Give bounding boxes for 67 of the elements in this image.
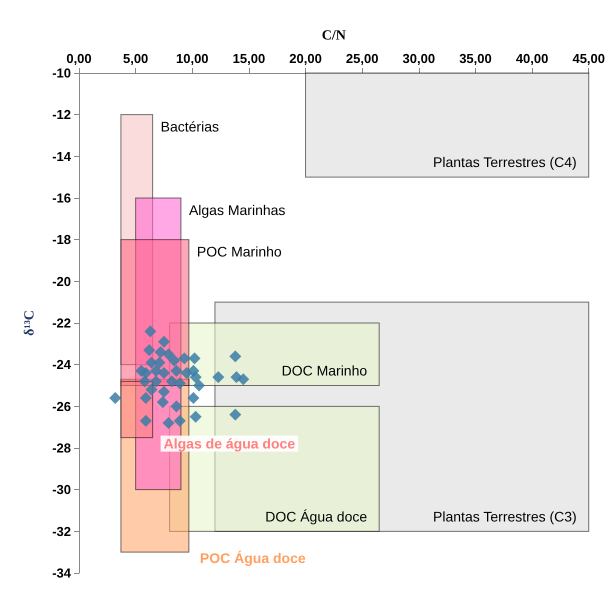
series-label: Algas de água doce: [164, 436, 296, 452]
point: [188, 352, 201, 364]
point: [154, 346, 167, 358]
point: [166, 375, 178, 388]
y-tick-label: -18: [52, 232, 71, 248]
point: [140, 392, 152, 404]
y-tick-label: -28: [52, 440, 71, 456]
series-label: Bactérias: [160, 118, 219, 135]
point: [162, 348, 174, 360]
point: [158, 386, 170, 398]
point: [158, 336, 170, 348]
point: [109, 392, 122, 404]
x-tick-label: 10,00: [176, 51, 209, 66]
point: [212, 371, 224, 384]
point: [150, 375, 162, 388]
y-tick-label: -24: [52, 357, 72, 372]
y-tick-label: -26: [52, 398, 71, 414]
point: [174, 414, 186, 427]
point: [229, 408, 242, 421]
y-tick-label: -34: [52, 566, 72, 580]
x-tick-label: 15,00: [232, 51, 266, 66]
x-tick-label: 20,00: [289, 51, 322, 66]
x-tick-label: 45,00: [572, 51, 606, 66]
point: [170, 364, 182, 377]
point: [138, 375, 151, 388]
series-label: DOC Água doce: [265, 508, 368, 524]
point: [158, 367, 170, 379]
series-label: Algas Marinhas: [188, 202, 286, 218]
point: [145, 384, 158, 396]
point: [140, 414, 152, 427]
x-tick-label: 25,00: [346, 51, 378, 66]
point: [178, 352, 190, 364]
point: [168, 354, 180, 366]
y-tick-label: -32: [52, 524, 71, 539]
x-tick-label: 40,00: [516, 51, 548, 66]
point: [193, 380, 206, 392]
series-label: POC Marinho: [196, 244, 282, 260]
series-label: POC Água doce: [200, 550, 306, 566]
x-tick-label: 5,00: [122, 51, 148, 66]
point: [187, 392, 200, 404]
point: [153, 356, 166, 369]
y-tick-label: -20: [52, 274, 71, 289]
y-axis-title: δ¹³C: [22, 310, 38, 336]
point: [162, 417, 174, 429]
point: [190, 371, 202, 384]
y-tick-label: -10: [52, 66, 71, 80]
point: [144, 325, 156, 338]
x-axis-title: C/N: [322, 28, 346, 44]
y-tick-label: -14: [52, 148, 72, 164]
x-tick-label: 35,00: [459, 51, 492, 66]
y-tick-label: -22: [52, 316, 71, 330]
series-label: DOC Marinho: [282, 362, 368, 378]
y-tick-label: -16: [52, 190, 71, 206]
series-label: Plantas Terrestres (C3): [433, 508, 577, 524]
y-tick-label: -12: [52, 107, 71, 122]
point: [140, 367, 152, 379]
y-tick-label: -30: [52, 482, 71, 498]
point: [237, 373, 250, 386]
point: [170, 400, 182, 412]
x-tick-label: 0,00: [66, 51, 92, 66]
series-label: Plantas Terrestres (C4): [433, 154, 577, 170]
point: [143, 344, 156, 356]
point: [229, 350, 242, 362]
x-tick-label: 30,00: [402, 51, 436, 66]
point: [174, 377, 186, 390]
point: [190, 410, 202, 423]
point: [156, 396, 169, 408]
